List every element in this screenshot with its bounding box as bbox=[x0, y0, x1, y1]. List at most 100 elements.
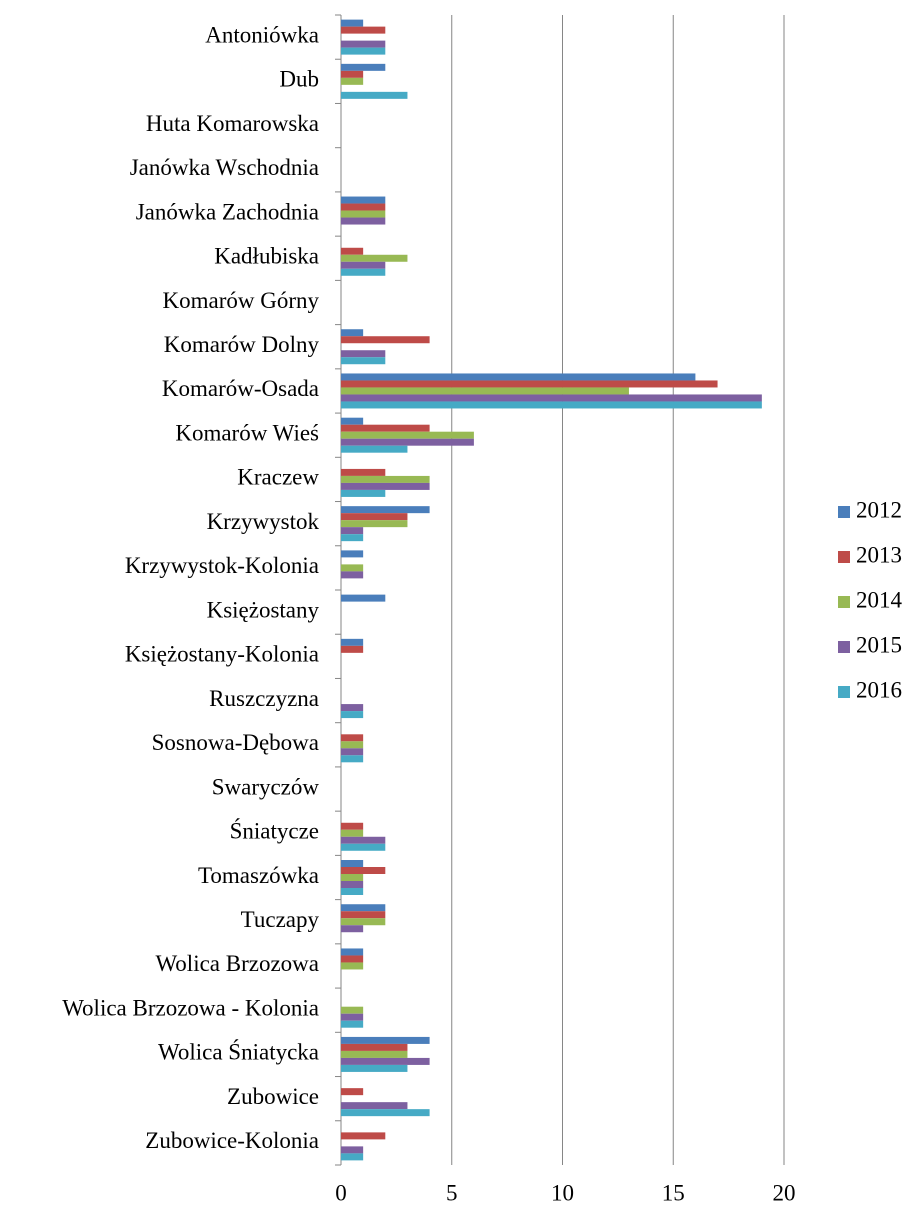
y-tick-label: Zubowice bbox=[227, 1084, 319, 1109]
bar bbox=[341, 47, 386, 55]
bar bbox=[341, 380, 718, 388]
y-tick-label: Ruszczyzna bbox=[209, 686, 319, 711]
bar bbox=[341, 26, 386, 34]
bar bbox=[341, 217, 386, 225]
bar bbox=[341, 254, 408, 262]
x-tick-label: 0 bbox=[335, 1180, 347, 1205]
bar bbox=[341, 19, 364, 27]
y-tick-label: Kraczew bbox=[237, 465, 319, 490]
y-tick-label: Wolica Brzozowa bbox=[155, 951, 319, 976]
bar bbox=[341, 329, 364, 337]
bar bbox=[341, 829, 364, 837]
bar bbox=[341, 424, 430, 432]
bar bbox=[341, 91, 408, 99]
bar bbox=[341, 534, 364, 542]
y-tick-label: Antoniówka bbox=[205, 22, 319, 47]
bar bbox=[341, 438, 474, 446]
y-tick-label: Krzywystok-Kolonia bbox=[125, 553, 319, 578]
x-tick-label: 10 bbox=[551, 1180, 574, 1205]
x-tick-label: 5 bbox=[446, 1180, 458, 1205]
y-tick-label: Księżostany-Kolonia bbox=[125, 642, 319, 667]
bar bbox=[341, 417, 364, 425]
legend-swatch bbox=[838, 551, 850, 563]
legend-label: 2013 bbox=[856, 542, 902, 567]
y-tick-label: Huta Komarowska bbox=[146, 111, 319, 136]
bar bbox=[341, 755, 364, 763]
bar bbox=[341, 1057, 430, 1065]
bar bbox=[341, 261, 386, 269]
y-tick-label: Sosnowa-Dębowa bbox=[152, 730, 319, 755]
bar bbox=[341, 527, 364, 535]
bar bbox=[341, 571, 364, 579]
bar bbox=[341, 911, 386, 919]
legend-label: 2015 bbox=[856, 632, 902, 657]
bar bbox=[341, 431, 474, 439]
bar bbox=[341, 350, 386, 358]
y-tick-label: Tomaszówka bbox=[198, 863, 319, 888]
bar bbox=[341, 881, 364, 888]
legend-swatch bbox=[838, 506, 850, 518]
x-tick-label: 20 bbox=[773, 1180, 796, 1205]
bar bbox=[341, 1132, 386, 1140]
bar bbox=[341, 513, 408, 521]
bar bbox=[341, 1036, 430, 1044]
y-tick-label: Tuczapy bbox=[241, 907, 320, 932]
y-tick-label: Komarów Górny bbox=[163, 288, 320, 313]
y-tick-label: Komarów Wieś bbox=[175, 420, 319, 445]
bar bbox=[341, 520, 408, 528]
bar bbox=[341, 836, 386, 844]
y-tick-label: Komarów Dolny bbox=[164, 332, 320, 357]
bar bbox=[341, 489, 386, 497]
bar bbox=[341, 1006, 364, 1014]
legend-label: 2016 bbox=[856, 677, 902, 702]
bar bbox=[341, 357, 386, 365]
bar bbox=[341, 860, 364, 867]
bar bbox=[341, 638, 364, 646]
y-tick-label: Wolica Brzozowa - Kolonia bbox=[62, 995, 319, 1020]
legend-swatch bbox=[838, 641, 850, 653]
bar bbox=[341, 1088, 364, 1096]
y-tick-label: Zubowice-Kolonia bbox=[145, 1128, 319, 1153]
bar bbox=[341, 1043, 408, 1051]
y-tick-label: Kadłubiska bbox=[214, 244, 319, 269]
x-tick-label: 15 bbox=[662, 1180, 685, 1205]
bar bbox=[341, 734, 364, 742]
bar bbox=[341, 704, 364, 712]
bar bbox=[341, 867, 386, 874]
bar bbox=[341, 387, 629, 395]
bar bbox=[341, 268, 386, 276]
legend-swatch bbox=[838, 596, 850, 608]
bar bbox=[341, 70, 364, 78]
bar bbox=[341, 904, 386, 912]
legend-swatch bbox=[838, 686, 850, 698]
legend-label: 2014 bbox=[856, 587, 903, 612]
bar bbox=[341, 918, 386, 926]
y-tick-label: Janówka Wschodnia bbox=[130, 155, 319, 180]
bar bbox=[341, 475, 430, 483]
bar bbox=[341, 1109, 430, 1117]
bar bbox=[341, 506, 430, 514]
y-tick-label: Krzywystok bbox=[207, 509, 320, 534]
y-tick-label: Śniatycze bbox=[230, 818, 319, 844]
bar bbox=[341, 1013, 364, 1021]
bar bbox=[341, 40, 386, 48]
bar bbox=[341, 196, 386, 204]
bar bbox=[341, 1146, 364, 1154]
bar bbox=[341, 336, 430, 344]
y-tick-label: Komarów-Osada bbox=[162, 376, 319, 401]
bar bbox=[341, 373, 696, 381]
bar bbox=[341, 822, 364, 830]
bar bbox=[341, 1153, 364, 1161]
bar bbox=[341, 948, 364, 956]
bar bbox=[341, 247, 364, 255]
bar bbox=[341, 741, 364, 749]
bar bbox=[341, 564, 364, 572]
bar bbox=[341, 203, 386, 211]
bar bbox=[341, 394, 762, 402]
y-tick-label: Dub bbox=[279, 67, 319, 92]
bar bbox=[341, 482, 430, 490]
bar bbox=[341, 748, 364, 756]
y-tick-label: Janówka Zachodnia bbox=[136, 199, 319, 224]
y-tick-label: Swaryczów bbox=[212, 774, 320, 799]
